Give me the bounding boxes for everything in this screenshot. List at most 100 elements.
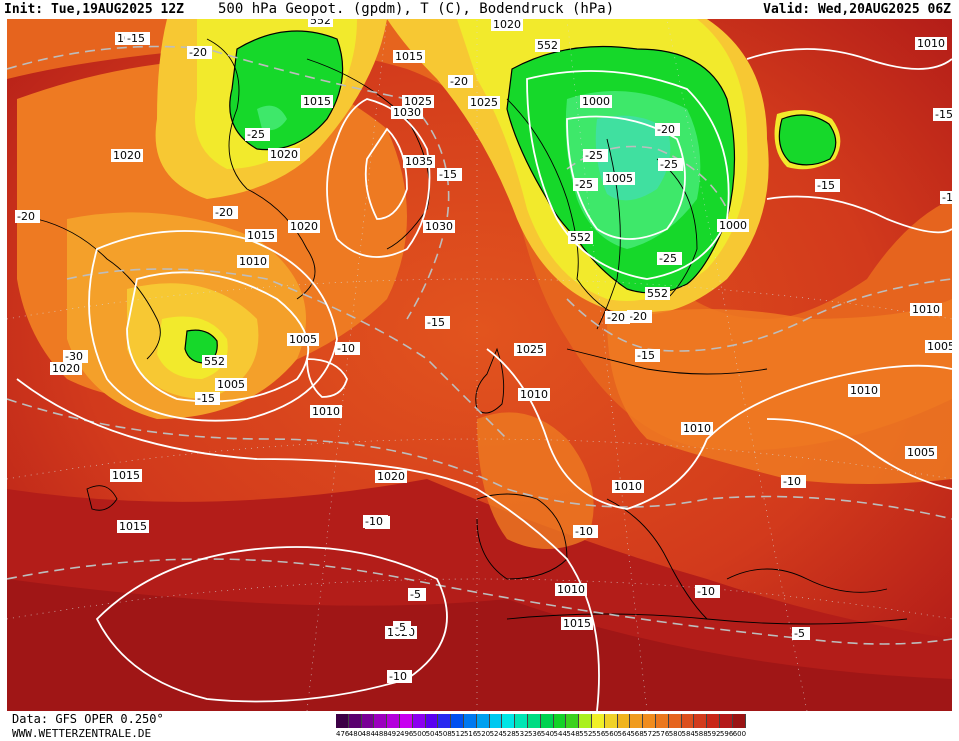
scale-swatch <box>732 714 746 728</box>
scale-value: 572 <box>643 730 657 738</box>
pressure-text: 1020 <box>290 220 318 233</box>
pressure-text: 1010 <box>312 405 340 418</box>
temperature-label: -15 <box>125 32 150 45</box>
temperature-text: -5 <box>410 588 421 601</box>
temperature-label: -15 <box>940 191 952 204</box>
north-europe-coast <box>566 348 768 375</box>
scale-swatch <box>579 714 592 728</box>
pressure-text: 1025 <box>404 95 432 108</box>
pressure-label: 1020 <box>288 220 320 233</box>
scale-value: 588 <box>694 730 708 738</box>
scale-swatch <box>463 714 477 728</box>
pressure-text: 1015 <box>247 229 275 242</box>
temperature-label: -30 <box>63 350 88 363</box>
scale-swatch <box>489 714 503 728</box>
pressure-label: 1000 <box>717 219 749 232</box>
temperature-label: -15 <box>635 349 660 362</box>
temperature-text: -10 <box>337 342 355 355</box>
pressure-label: 1020 <box>268 148 300 161</box>
temperature-label: -25 <box>583 149 608 162</box>
temperature-labels: -15 -20 -20 -25 -20 -25 -15 -30 -25 -25 -20 -25 -15 -… <box>15 32 952 683</box>
pressure-text: 1035 <box>405 155 433 168</box>
temperature-label: -15 <box>933 108 952 121</box>
temperature-text: -10 <box>783 475 801 488</box>
scale-swatch <box>604 714 618 728</box>
north-africa-coast <box>506 613 908 625</box>
british-isles <box>475 347 505 414</box>
greenland-east-coast <box>306 58 430 250</box>
scale-value: 584 <box>681 730 695 738</box>
scale-value: 516 <box>463 730 478 738</box>
scale-swatch <box>451 714 464 728</box>
scale-swatch <box>591 714 605 728</box>
iberia-orange <box>477 412 594 549</box>
europe-orange <box>607 299 952 484</box>
temperature-text: -25 <box>660 158 678 171</box>
deep-warm-band <box>7 579 952 711</box>
color-scale-legend: 476 480 484 488 492 496 500 504 508 512 516 520 524 5… <box>336 714 746 738</box>
pressure-label: 1010 <box>848 384 880 397</box>
scale-swatch <box>655 714 669 728</box>
scale-value: 504 <box>425 730 439 738</box>
scale-swatch <box>668 714 682 728</box>
pressure-label: 1015 <box>393 50 425 63</box>
pressure-label: 1015 <box>117 520 149 533</box>
pressure-label: 1015 <box>561 617 593 630</box>
pressure-text: 1010 <box>520 388 548 401</box>
temperature-text: -15 <box>197 392 215 405</box>
temperature-label: -5 <box>408 588 426 601</box>
scale-swatch <box>566 714 580 728</box>
isotherms <box>7 45 952 645</box>
temperature-text: -5 <box>395 621 406 634</box>
pressure-text: 1015 <box>563 617 591 630</box>
pressure-text: 1005 <box>907 446 935 459</box>
pressure-text: 1010 <box>917 37 945 50</box>
pressure-label: 1005 <box>603 172 635 185</box>
greenland-west-coast <box>206 38 316 300</box>
temperature-label: -15 <box>815 179 840 192</box>
scale-value: 500 <box>412 730 427 738</box>
temperature-text: -20 <box>189 46 207 59</box>
pressure-text: 1010 <box>850 384 878 397</box>
website-label: WWW.WETTERZENTRALE.DE <box>12 727 152 740</box>
temperature-text: -15 <box>817 179 835 192</box>
geopotential-label: 552 <box>308 19 333 27</box>
pressure-label: 1025 <box>514 343 546 356</box>
geopotential-label: 552 <box>202 355 227 368</box>
pressure-label: 1015 <box>245 229 277 242</box>
azores-outline <box>86 485 118 511</box>
temperature-text: -20 <box>607 311 625 324</box>
pressure-text: 1025 <box>470 96 498 109</box>
pressure-text: 1030 <box>425 220 453 233</box>
pressure-text: 1010 <box>557 583 585 596</box>
turkey-coast <box>726 568 888 593</box>
scale-swatch <box>694 714 708 728</box>
pressure-text: 1005 <box>289 333 317 346</box>
pressure-text: 1020 <box>113 149 141 162</box>
scale-value: 556 <box>591 730 606 738</box>
scale-value: 508 <box>438 730 452 738</box>
weather-map: 1020102010151020100010101020101510251030… <box>7 19 952 711</box>
temperature-text: -25 <box>247 128 265 141</box>
temperature-text: -15 <box>127 32 145 45</box>
temperature-text: -30 <box>65 350 83 363</box>
pressure-label: 1025 <box>402 95 434 108</box>
pressure-label: 1010 <box>915 37 947 50</box>
pressure-label: 1035 <box>403 155 435 168</box>
temperature-label: -25 <box>245 128 270 141</box>
scale-value: 496 <box>399 730 414 738</box>
pressure-text: 1005 <box>217 378 245 391</box>
scale-value: 480 <box>348 730 363 738</box>
pressure-label: 1010 <box>237 255 269 268</box>
scale-value: 548 <box>566 730 580 738</box>
temperature-label: -20 <box>187 46 212 59</box>
pressure-label: 1015 <box>110 469 142 482</box>
temperature-label: -10 <box>781 475 806 488</box>
scale-swatch <box>617 714 631 728</box>
scale-swatch <box>540 714 554 728</box>
color-scale-bar <box>336 714 746 728</box>
temperature-label: -5 <box>792 627 810 640</box>
chart-title: 500 hPa Geopot. (gpdm), T (C), Bodendruc… <box>218 1 615 17</box>
scale-value: 528 <box>502 730 516 738</box>
